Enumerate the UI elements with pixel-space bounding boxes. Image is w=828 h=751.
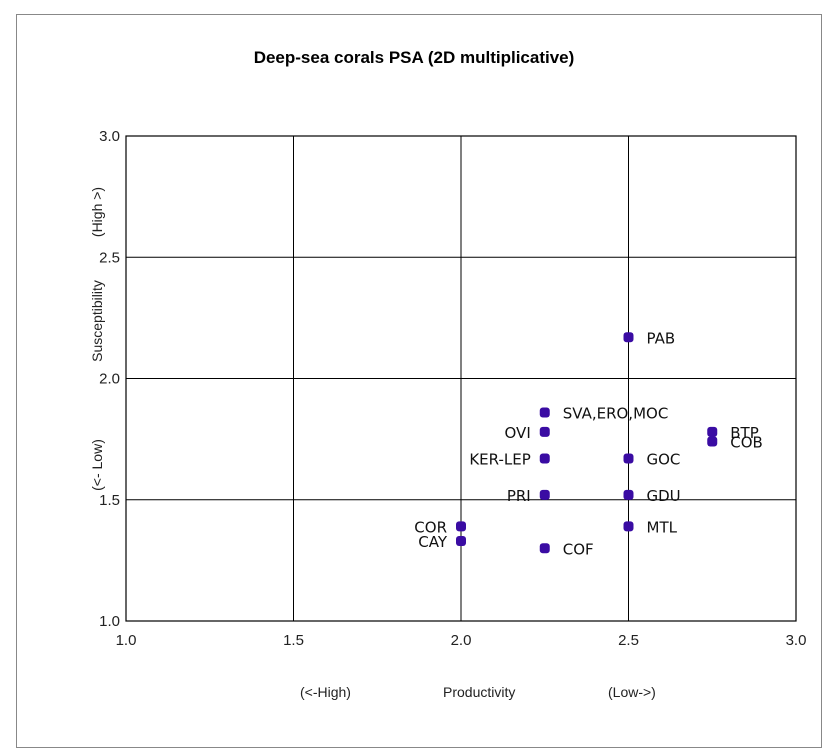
data-point	[624, 454, 634, 464]
data-label: COF	[563, 540, 594, 558]
y-tick-label: 2.5	[99, 249, 120, 266]
data-label: GOC	[647, 451, 681, 469]
x-tick-label: 3.0	[786, 632, 807, 649]
data-point	[707, 427, 717, 437]
data-point	[540, 543, 550, 553]
x-axis-label: Productivity	[443, 684, 515, 700]
data-label: PAB	[647, 329, 676, 347]
y-tick-label: 3.0	[99, 128, 120, 145]
y-axis-label-low: (<- Low)	[89, 439, 105, 491]
x-tick-label: 2.0	[451, 632, 472, 649]
data-point	[456, 536, 466, 546]
data-point	[540, 427, 550, 437]
x-tick-label: 2.5	[618, 632, 639, 649]
x-axis-label-low: (Low->)	[608, 684, 656, 700]
data-label: CAY	[418, 533, 448, 551]
data-point	[624, 490, 634, 500]
data-point	[624, 332, 634, 342]
y-axis-label-high: (High >)	[89, 187, 105, 237]
y-axis-label: Susceptibility	[89, 280, 105, 362]
data-label: PRI	[507, 487, 531, 505]
data-point	[624, 521, 634, 531]
y-tick-label: 2.0	[99, 371, 120, 388]
data-label: OVI	[505, 424, 531, 442]
y-tick-label: 1.0	[99, 613, 120, 630]
data-label: MTL	[647, 518, 678, 536]
x-axis-label-high: (<-High)	[300, 684, 351, 700]
data-point	[540, 490, 550, 500]
data-point	[540, 454, 550, 464]
data-point	[540, 407, 550, 417]
data-point	[707, 437, 717, 447]
data-label: KER-LEP	[469, 451, 530, 469]
y-tick-label: 1.5	[99, 492, 120, 509]
data-label: SVA,ERO,MOC	[563, 404, 669, 422]
x-tick-label: 1.5	[283, 632, 304, 649]
x-tick-label: 1.0	[116, 632, 137, 649]
data-label: COB	[730, 434, 763, 452]
data-label: GDU	[647, 487, 681, 505]
data-point	[456, 521, 466, 531]
